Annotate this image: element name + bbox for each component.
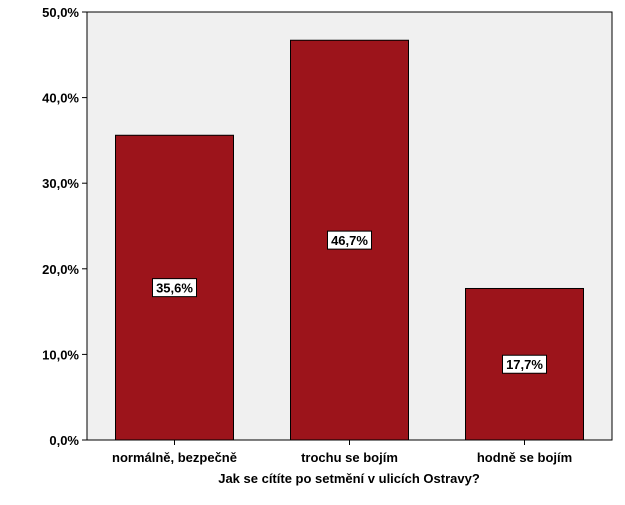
y-tick-label: 0,0% bbox=[49, 433, 79, 448]
x-tick-label: hodně se bojím bbox=[477, 450, 572, 465]
data-label-box bbox=[327, 230, 372, 250]
x-tick-label: trochu se bojím bbox=[301, 450, 398, 465]
data-label-text: 46,7% bbox=[331, 233, 368, 248]
bars bbox=[115, 39, 584, 441]
data-label: 46,7% bbox=[327, 230, 372, 250]
x-tick-label: normálně, bezpečně bbox=[112, 450, 237, 465]
data-label-text: 35,6% bbox=[156, 281, 193, 296]
y-tick-label: 10,0% bbox=[42, 347, 79, 362]
y-tick-label: 20,0% bbox=[42, 262, 79, 277]
y-tick-label: 30,0% bbox=[42, 176, 79, 191]
data-labels: 35,6% 46,7% 17,7% bbox=[152, 230, 547, 374]
y-tick-label: 50,0% bbox=[42, 5, 79, 20]
data-label-box bbox=[502, 354, 547, 374]
data-label-box bbox=[152, 278, 197, 298]
x-axis-title: Jak se cítíte po setmění v ulicích Ostra… bbox=[218, 471, 480, 486]
data-label-text: 17,7% bbox=[506, 357, 543, 372]
data-label: 35,6% bbox=[152, 278, 197, 298]
x-axis: normálně, bezpečně trochu se bojím hodně s… bbox=[112, 440, 572, 465]
y-tick-label: 40,0% bbox=[42, 91, 79, 106]
data-label: 17,7% bbox=[502, 354, 547, 374]
